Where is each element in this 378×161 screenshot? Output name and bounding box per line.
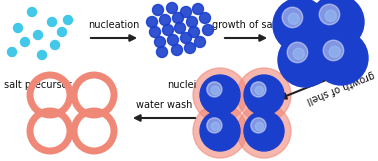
- Circle shape: [28, 8, 37, 16]
- Circle shape: [51, 41, 59, 49]
- Circle shape: [14, 24, 23, 33]
- Circle shape: [237, 68, 291, 122]
- Circle shape: [278, 33, 332, 87]
- Text: salt precursor: salt precursor: [4, 80, 72, 90]
- Circle shape: [282, 7, 303, 28]
- Circle shape: [319, 4, 340, 25]
- Circle shape: [37, 51, 46, 60]
- Circle shape: [288, 13, 299, 24]
- Circle shape: [255, 122, 263, 131]
- Text: growth of salt: growth of salt: [212, 20, 280, 30]
- Circle shape: [172, 44, 183, 56]
- Text: nuclei: nuclei: [167, 80, 197, 90]
- Circle shape: [189, 27, 200, 38]
- Circle shape: [193, 68, 247, 122]
- Circle shape: [207, 82, 222, 97]
- Circle shape: [150, 27, 161, 38]
- Circle shape: [273, 0, 327, 52]
- Circle shape: [325, 10, 336, 21]
- Circle shape: [167, 34, 178, 46]
- Circle shape: [237, 104, 291, 158]
- Circle shape: [251, 82, 266, 97]
- Circle shape: [207, 118, 222, 133]
- Circle shape: [163, 24, 174, 35]
- Circle shape: [211, 86, 220, 95]
- Circle shape: [244, 75, 284, 115]
- Circle shape: [34, 30, 42, 39]
- Circle shape: [200, 75, 240, 115]
- Circle shape: [200, 13, 211, 24]
- Circle shape: [175, 23, 186, 33]
- Circle shape: [181, 33, 192, 43]
- Circle shape: [195, 37, 206, 47]
- Circle shape: [192, 4, 203, 14]
- Circle shape: [251, 118, 266, 133]
- Circle shape: [184, 43, 195, 53]
- Circle shape: [166, 3, 178, 14]
- Circle shape: [48, 18, 56, 27]
- Text: water wash: water wash: [136, 100, 192, 110]
- Circle shape: [181, 6, 192, 18]
- Circle shape: [211, 122, 220, 131]
- Circle shape: [310, 0, 364, 49]
- Circle shape: [57, 28, 67, 37]
- Circle shape: [8, 47, 17, 57]
- Circle shape: [156, 47, 167, 57]
- Circle shape: [244, 111, 284, 151]
- Circle shape: [64, 15, 73, 24]
- Circle shape: [323, 40, 344, 61]
- Circle shape: [193, 104, 247, 158]
- Circle shape: [287, 42, 308, 63]
- Text: nucleation: nucleation: [88, 20, 140, 30]
- Circle shape: [160, 14, 170, 25]
- Circle shape: [203, 24, 214, 35]
- Circle shape: [152, 5, 164, 15]
- Circle shape: [186, 16, 197, 28]
- Circle shape: [147, 16, 158, 28]
- Circle shape: [155, 37, 166, 47]
- Circle shape: [20, 38, 29, 47]
- Circle shape: [172, 13, 183, 24]
- Text: growth of shell: growth of shell: [304, 69, 375, 105]
- Circle shape: [314, 31, 368, 85]
- Circle shape: [293, 48, 304, 59]
- Circle shape: [329, 46, 341, 57]
- Circle shape: [255, 86, 263, 95]
- Circle shape: [200, 111, 240, 151]
